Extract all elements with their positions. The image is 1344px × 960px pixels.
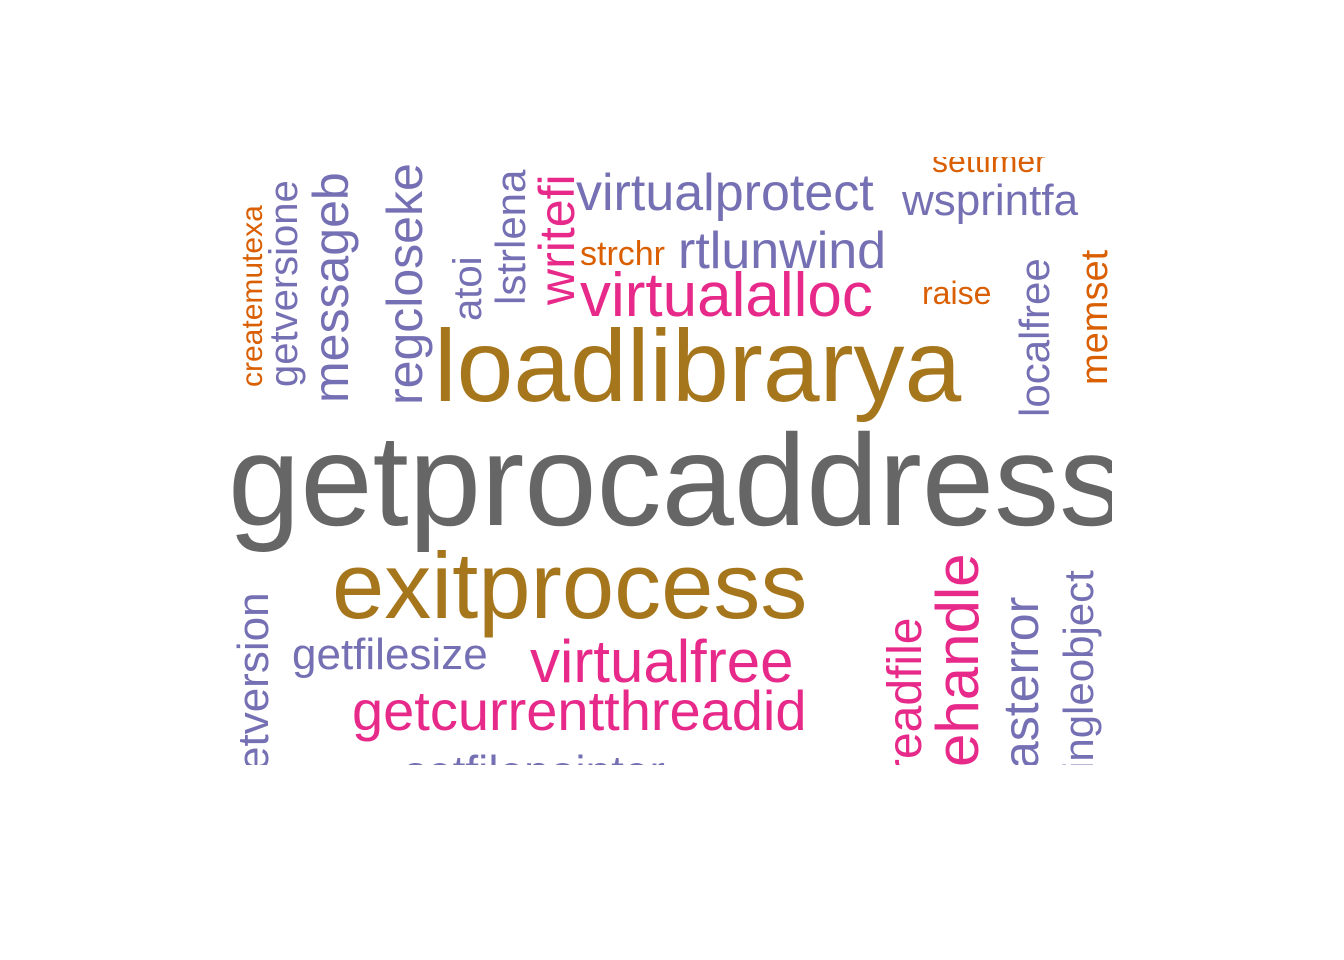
word-asterror: asterror <box>993 596 1049 765</box>
word-cloud: getprocaddress loadlibrarya exitprocess … <box>228 157 1112 765</box>
word-getcurrentthreadid: getcurrentthreadid <box>352 679 807 742</box>
word-regcloseke: regcloseke <box>377 163 433 405</box>
word-atoi: atoi <box>446 256 490 322</box>
word-getfilesize: getfilesize <box>292 630 488 679</box>
word-readfile: readfile <box>879 617 932 765</box>
word-settimer: settimer <box>932 157 1046 179</box>
word-setfilepointer: setfilepointer <box>404 749 665 765</box>
word-writefi: writefi <box>529 174 585 305</box>
word-memset: memset <box>1074 249 1112 385</box>
word-loadlibrarya: loadlibrarya <box>434 309 962 423</box>
word-exitprocess: exitprocess <box>332 533 808 638</box>
word-ingleobject: ingleobject <box>1055 570 1102 765</box>
word-getprocaddress: getprocaddress <box>228 407 1112 553</box>
word-virtualfree: virtualfree <box>530 628 794 695</box>
word-messageb: messageb <box>303 172 359 403</box>
word-localfree: localfree <box>1011 258 1058 417</box>
word-ehandle: ehandle <box>924 553 991 765</box>
word-raise: raise <box>922 275 992 311</box>
word-virtualprotect: virtualprotect <box>576 164 874 222</box>
word-getversione: getversione <box>262 180 306 387</box>
word-strchr: strchr <box>580 235 665 273</box>
word-lstrlena: lstrlena <box>487 169 534 305</box>
word-rtlunwind: rtlunwind <box>678 222 887 280</box>
word-wsprintfa: wsprintfa <box>902 176 1079 225</box>
word-virtualalloc: virtualalloc <box>580 261 873 330</box>
word-etversion: etversion <box>229 592 278 765</box>
